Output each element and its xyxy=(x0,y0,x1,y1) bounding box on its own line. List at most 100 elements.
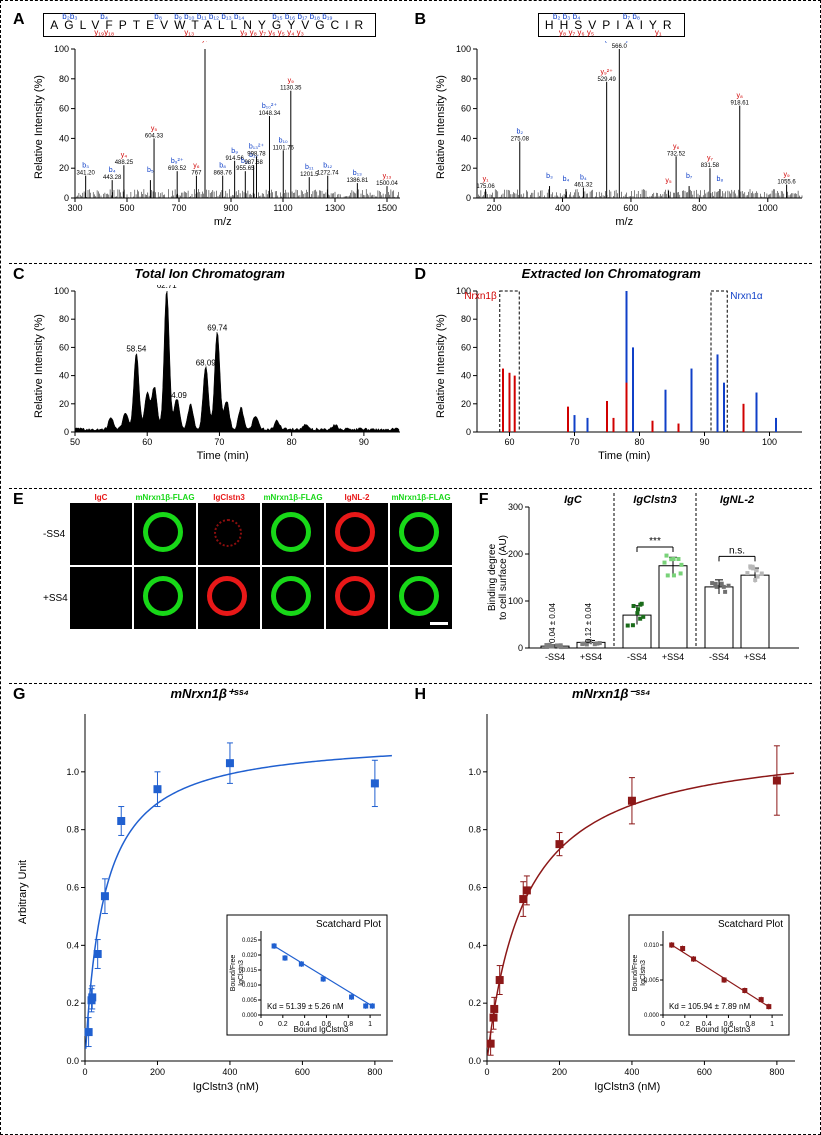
svg-text:987.68: 987.68 xyxy=(244,160,263,166)
chrom-d: Relative Intensity (%) 02040608010060708… xyxy=(447,285,803,465)
svg-text:1100: 1100 xyxy=(273,203,292,213)
svg-text:20: 20 xyxy=(59,163,69,173)
svg-text:275.08: 275.08 xyxy=(510,136,529,142)
svg-text:0.2: 0.2 xyxy=(278,1021,288,1028)
cell-image xyxy=(262,503,324,565)
svg-text:0.8: 0.8 xyxy=(468,825,481,835)
svg-text:y₇: y₇ xyxy=(707,155,714,162)
cell-image xyxy=(198,503,260,565)
cell-image xyxy=(70,567,132,629)
label-f: F xyxy=(479,491,489,509)
svg-text:600: 600 xyxy=(623,203,638,213)
xlabel-b: m/z xyxy=(447,216,803,228)
title-c: Total Ion Chromatogram xyxy=(9,266,411,281)
binding-h: 0.00.20.40.60.81.00200400600800Scatchard… xyxy=(453,706,803,1096)
svg-text:566.0: 566.0 xyxy=(611,44,627,50)
label-g: G xyxy=(13,686,25,704)
svg-text:b₈: b₈ xyxy=(219,163,226,170)
svg-text:1130.35: 1130.35 xyxy=(280,86,302,92)
svg-text:-SS4: -SS4 xyxy=(627,652,647,662)
svg-text:300: 300 xyxy=(67,203,82,213)
svg-text:1: 1 xyxy=(770,1021,774,1028)
svg-text:Scatchard Plot: Scatchard Plot xyxy=(316,919,381,930)
panel-f: F 0100200300Binding degreeto cell surfac… xyxy=(475,489,812,683)
label-e: E xyxy=(13,491,24,509)
b-frags-b: b₂ b₃ b₄ b₇ b₈ xyxy=(539,12,684,22)
svg-text:40: 40 xyxy=(59,371,69,381)
svg-text:0.12 ± 0.04: 0.12 ± 0.04 xyxy=(584,602,593,643)
svg-text:100: 100 xyxy=(54,44,69,54)
svg-text:100: 100 xyxy=(455,44,470,54)
cell-image xyxy=(390,567,452,629)
svg-text:70: 70 xyxy=(214,437,224,447)
svg-text:732.52: 732.52 xyxy=(666,151,685,157)
svg-text:Nrxn1α: Nrxn1α xyxy=(730,291,763,302)
svg-text:b₄: b₄ xyxy=(562,176,569,183)
svg-text:1055.6: 1055.6 xyxy=(777,180,796,186)
svg-text:60: 60 xyxy=(142,437,152,447)
title-g: mNrxn1β⁺ˢˢ⁴ xyxy=(9,686,411,702)
svg-chrom-d: 02040608010060708090100Nrxn1βNrxn1α xyxy=(447,285,807,450)
cell-image xyxy=(70,503,132,565)
svg-text:500: 500 xyxy=(119,203,134,213)
svg-text:b₃: b₃ xyxy=(82,163,89,170)
svg-text:1.0: 1.0 xyxy=(468,767,481,777)
svg-text:[M+2H]²⁺: [M+2H]²⁺ xyxy=(604,41,633,43)
svg-text:175.06: 175.06 xyxy=(476,184,495,190)
svg-text:0.04 ± 0.04: 0.04 ± 0.04 xyxy=(548,602,557,643)
col-header: mNrxn1β-FLAG xyxy=(389,493,453,502)
svg-text:443.28: 443.28 xyxy=(103,175,122,181)
label-h: H xyxy=(415,686,427,704)
svg-text:y₅: y₅ xyxy=(665,178,672,185)
svg-text:80: 80 xyxy=(59,74,69,84)
svg-text:+SS4: +SS4 xyxy=(662,652,684,662)
row-label: -SS4 xyxy=(43,529,69,540)
svg-text:0.8: 0.8 xyxy=(66,825,79,835)
svg-text:0.025: 0.025 xyxy=(242,938,258,944)
svg-text:600: 600 xyxy=(295,1067,310,1077)
svg-text:y₉²⁺: y₉²⁺ xyxy=(600,69,613,76)
panel-e: E IgCmNrxn1β-FLAGIgClstn3mNrxn1β-FLAGIgN… xyxy=(9,489,475,683)
svg-text:90: 90 xyxy=(359,437,369,447)
svg-text:b₁₂: b₁₂ xyxy=(323,163,332,170)
svg-text:0.0: 0.0 xyxy=(468,1056,481,1066)
svg-binding-h: 0.00.20.40.60.81.00200400600800Scatchard… xyxy=(453,706,803,1081)
svg-text:1: 1 xyxy=(368,1021,372,1028)
svg-text:900: 900 xyxy=(223,203,238,213)
svg-text:341.20: 341.20 xyxy=(76,171,95,177)
svg-text:0.2: 0.2 xyxy=(66,998,79,1008)
svg-text:62.71: 62.71 xyxy=(157,285,178,290)
svg-text:b₁₁: b₁₁ xyxy=(305,164,314,171)
panel-a: A b₂b₃ b₄ b₈ b₉ b₁₀ b₁₁ b₁₂ b₁₃ b₁₄ b₁₅ … xyxy=(9,9,411,263)
xlabel-c: Time (min) xyxy=(45,450,401,462)
svg-text:0.0: 0.0 xyxy=(66,1056,79,1066)
row-ab: A b₂b₃ b₄ b₈ b₉ b₁₀ b₁₁ b₁₂ b₁₃ b₁₄ b₁₅ … xyxy=(9,9,812,264)
svg-text:600: 600 xyxy=(696,1067,711,1077)
xlabel-a: m/z xyxy=(45,216,401,228)
svg-text:Bound IgClstn3: Bound IgClstn3 xyxy=(695,1025,750,1034)
row-gh: G mNrxn1β⁺ˢˢ⁴ Arbitrary Unit 0.00.20.40.… xyxy=(9,684,812,1114)
svg-text:90: 90 xyxy=(699,437,709,447)
svg-text:0.4: 0.4 xyxy=(468,940,481,950)
col-header: IgClstn3 xyxy=(197,493,261,502)
svg-text:Binding degreeto cell surface: Binding degreeto cell surface (AU) xyxy=(487,535,509,620)
svg-text:800: 800 xyxy=(769,1067,784,1077)
svg-spectrum-b: 0204060801002004006008001000y₁175.06b₂27… xyxy=(447,41,807,216)
panel-g: G mNrxn1β⁺ˢˢ⁴ Arbitrary Unit 0.00.20.40.… xyxy=(9,684,411,1114)
svg-text:b₁₃²⁺: b₁₃²⁺ xyxy=(249,143,264,150)
row-cd: C Total Ion Chromatogram Relative Intens… xyxy=(9,264,812,489)
svg-text:800: 800 xyxy=(367,1067,382,1077)
binding-g: Arbitrary Unit 0.00.20.40.60.81.00200400… xyxy=(51,706,401,1096)
svg-text:800: 800 xyxy=(691,203,706,213)
svg-text:700: 700 xyxy=(171,203,186,213)
col-header: mNrxn1β-FLAG xyxy=(261,493,325,502)
svg-spectrum-a: 020406080100300500700900110013001500b₃34… xyxy=(45,41,405,216)
svg-text:IgNL-2: IgNL-2 xyxy=(720,494,754,506)
svg-text:0: 0 xyxy=(64,427,69,437)
svg-text:1048.34: 1048.34 xyxy=(259,111,281,117)
svg-text:Bound IgClstn3: Bound IgClstn3 xyxy=(294,1025,349,1034)
svg-text:+SS4: +SS4 xyxy=(580,652,602,662)
svg-text:69.74: 69.74 xyxy=(207,323,228,332)
svg-text:0.6: 0.6 xyxy=(468,883,481,893)
svg-text:b₈: b₈ xyxy=(716,176,723,183)
